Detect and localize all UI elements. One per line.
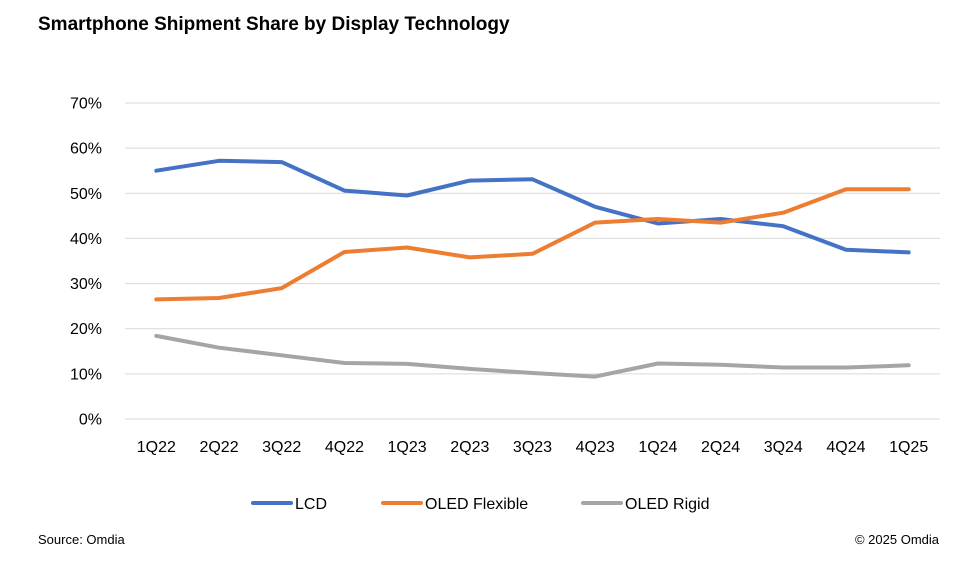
legend-label: OLED Rigid (625, 496, 709, 513)
x-axis-ticks: 1Q22 2Q22 3Q22 4Q22 1Q23 2Q23 3Q23 4Q23 1Q24 2Q24… (137, 439, 929, 456)
x-tick-label: 2Q22 (199, 439, 238, 456)
y-tick-label: 0% (79, 412, 102, 429)
x-tick-label: 1Q24 (638, 439, 677, 456)
source-note: Source: Omdia (38, 532, 125, 547)
legend-label: OLED Flexible (425, 496, 528, 513)
copyright-note: © 2025 Omdia (854, 532, 939, 547)
x-tick-label: 1Q25 (889, 439, 928, 456)
x-tick-label: 2Q24 (701, 439, 740, 456)
x-tick-label: 4Q24 (826, 439, 865, 456)
series-line-oled-flexible (154, 187, 911, 302)
series-line-oled-rigid (154, 333, 911, 379)
y-tick-label: 40% (70, 231, 102, 248)
x-tick-label: 3Q23 (513, 439, 552, 456)
series-line-lcd (154, 158, 911, 255)
y-tick-label: 10% (70, 366, 102, 383)
legend: LCD OLED Flexible OLED Rigid (251, 496, 709, 513)
legend-label: LCD (295, 496, 327, 513)
x-tick-label: 3Q24 (764, 439, 803, 456)
x-tick-label: 4Q23 (576, 439, 615, 456)
y-axis-ticks: 0% 10% 20% 30% 40% 50% 60% 70% (70, 96, 102, 429)
y-tick-label: 30% (70, 276, 102, 293)
chart-title: Smartphone Shipment Share by Display Tec… (38, 14, 510, 35)
series-lines (154, 158, 911, 379)
x-tick-label: 1Q22 (137, 439, 176, 456)
x-tick-label: 2Q23 (450, 439, 489, 456)
line-chart: 0% 10% 20% 30% 40% 50% 60% 70% 1Q22 2Q22 3Q22 4Q22… (70, 96, 940, 513)
x-tick-label: 3Q22 (262, 439, 301, 456)
x-tick-label: 1Q23 (388, 439, 427, 456)
y-tick-label: 60% (70, 141, 102, 158)
legend-item-lcd: LCD (251, 496, 327, 513)
y-tick-label: 50% (70, 186, 102, 203)
x-tick-label: 4Q22 (325, 439, 364, 456)
legend-item-oled-rigid: OLED Rigid (581, 496, 709, 513)
y-tick-label: 70% (70, 96, 102, 113)
legend-item-oled-flexible: OLED Flexible (381, 496, 528, 513)
y-tick-label: 20% (70, 321, 102, 338)
